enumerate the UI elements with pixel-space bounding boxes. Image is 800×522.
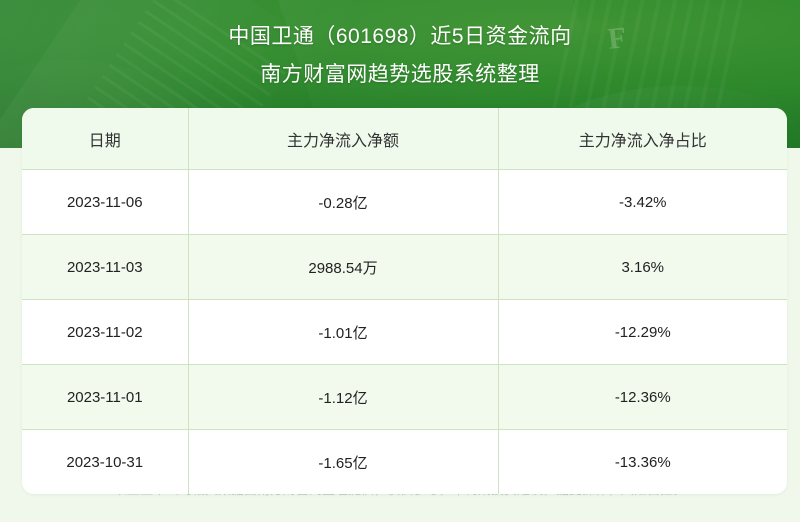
table-row: 2023-11-03 2988.54万 3.16% [22,234,787,300]
table-header: 日期 主力净流入净额 主力净流入净占比 [22,108,787,170]
cell-net-ratio: -12.36% [498,364,787,430]
table-header-row: 日期 主力净流入净额 主力净流入净占比 [22,108,787,170]
table-row: 2023-10-31 -1.65亿 -13.36% [22,429,787,494]
cell-net-ratio: 3.16% [498,234,787,300]
cell-date: 2023-11-03 [22,234,189,300]
cell-net-inflow: 2988.54万 [188,234,499,300]
cell-net-inflow: -0.28亿 [188,169,499,235]
fund-flow-table: 日期 主力净流入净额 主力净流入净占比 2023-11-06 -0.28亿 -3… [22,108,787,494]
column-header-net-ratio: 主力净流入净占比 [498,108,787,170]
cell-date: 2023-11-01 [22,364,189,430]
cell-net-inflow: -1.65亿 [188,429,499,494]
cell-date: 2023-10-31 [22,429,189,494]
column-header-date: 日期 [22,108,189,170]
header-title-group: 中国卫通（601698）近5日资金流向 南方财富网趋势选股系统整理 [0,0,800,90]
page-subtitle: 南方财富网趋势选股系统整理 [260,63,540,86]
page-title: 中国卫通（601698）近5日资金流向 [228,25,572,48]
cell-net-ratio: -12.29% [498,299,787,365]
cell-net-ratio: -3.42% [498,169,787,235]
cell-date: 2023-11-02 [22,299,189,365]
table-row: 2023-11-06 -0.28亿 -3.42% [22,169,787,235]
cell-net-ratio: -13.36% [498,429,787,494]
cell-net-inflow: -1.12亿 [188,364,499,430]
cell-net-inflow: -1.01亿 [188,299,499,365]
cell-date: 2023-11-06 [22,169,189,235]
table-body: 2023-11-06 -0.28亿 -3.42% 2023-11-03 2988… [22,169,787,494]
fund-flow-table-card: 日期 主力净流入净额 主力净流入净占比 2023-11-06 -0.28亿 -3… [22,108,787,494]
column-header-net-inflow: 主力净流入净额 [188,108,499,170]
table-row: 2023-11-02 -1.01亿 -12.29% [22,299,787,365]
table-row: 2023-11-01 -1.12亿 -12.36% [22,364,787,430]
